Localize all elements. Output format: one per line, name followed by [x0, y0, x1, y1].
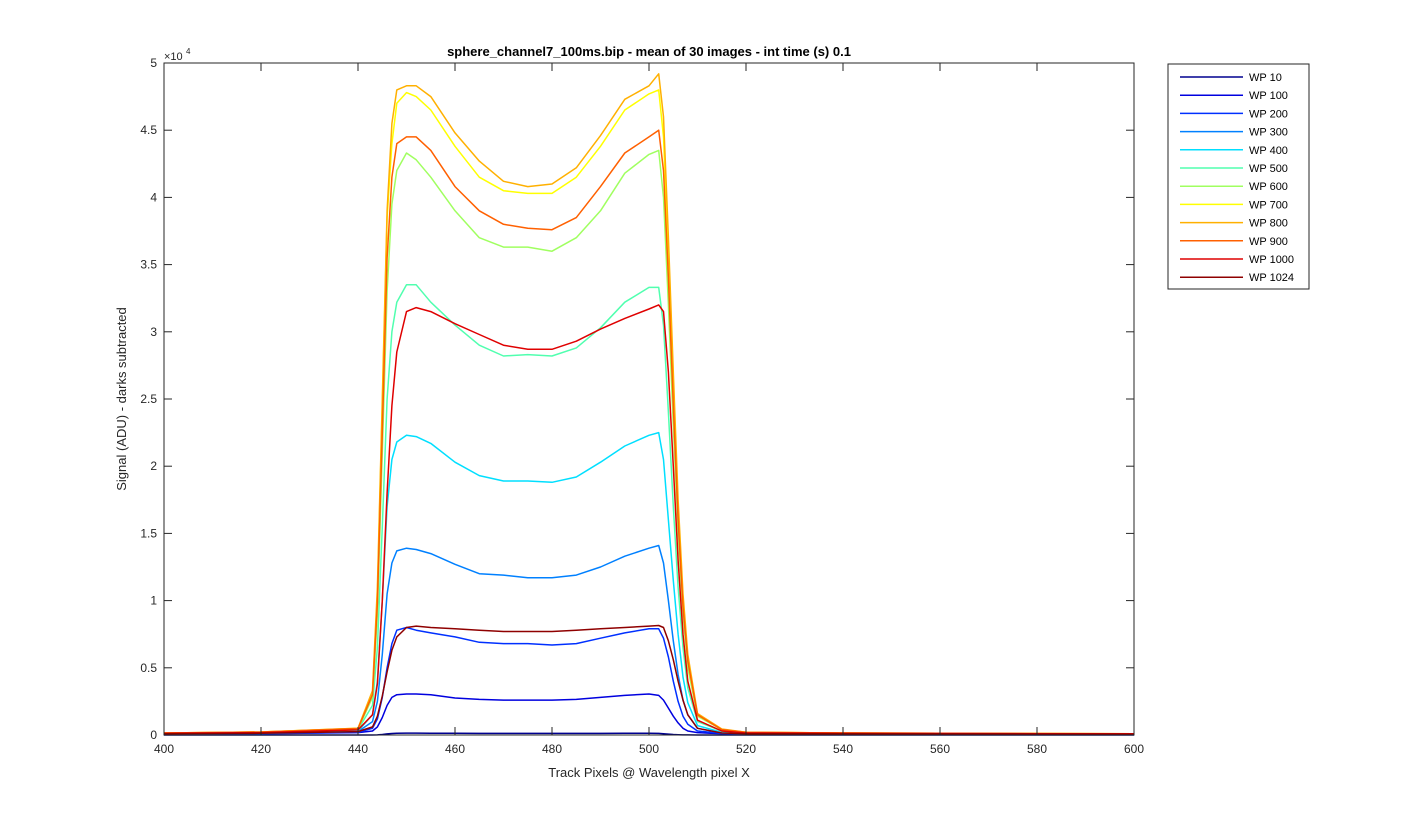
chart-title: sphere_channel7_100ms.bip - mean of 30 i… [447, 44, 851, 59]
series-line-wp-600 [163, 149, 1135, 735]
legend-label-wp-700: WP 700 [1249, 199, 1288, 211]
legend-label-wp-1000: WP 1000 [1249, 254, 1294, 266]
legend-label-wp-400: WP 400 [1249, 145, 1288, 157]
x-tick-label: 600 [1124, 742, 1144, 756]
legend-label-wp-800: WP 800 [1249, 218, 1288, 230]
y-exponent-base: ×10 [164, 51, 183, 63]
y-tick-label: 5 [150, 56, 157, 70]
x-tick-label: 580 [1027, 742, 1047, 756]
x-tick-label: 500 [639, 742, 659, 756]
x-tick-label: 480 [542, 742, 562, 756]
series-line-wp-100 [163, 693, 1135, 736]
y-tick-label: 3 [150, 325, 157, 339]
legend-label-wp-900: WP 900 [1249, 236, 1288, 248]
x-tick-label: 400 [154, 742, 174, 756]
series-line-wp-1000 [163, 304, 1135, 735]
series-line-wp-900 [163, 129, 1135, 735]
x-axis-label: Track Pixels @ Wavelength pixel X [548, 765, 750, 780]
y-tick-label: 1.5 [140, 526, 157, 540]
legend-label-wp-10: WP 10 [1249, 72, 1282, 84]
y-tick-label: 0 [150, 728, 157, 742]
x-tick-label: 520 [736, 742, 756, 756]
y-axis-label: Signal (ADU) - darks subtracted [114, 307, 129, 491]
legend-label-wp-300: WP 300 [1249, 127, 1288, 139]
legend-label-wp-100: WP 100 [1249, 90, 1288, 102]
series-line-wp-1024 [163, 624, 1135, 735]
y-tick-label: 1 [150, 594, 157, 608]
legend-label-wp-600: WP 600 [1249, 181, 1288, 193]
plot-frame [163, 62, 1135, 736]
x-tick-label: 540 [833, 742, 853, 756]
x-tick-label: 460 [445, 742, 465, 756]
y-tick-label: 0.5 [140, 661, 157, 675]
plot-area [164, 63, 1134, 735]
series-layer [163, 73, 1135, 736]
series-line-wp-500 [163, 284, 1135, 735]
y-tick-label: 2 [150, 459, 157, 473]
x-tick-label: 420 [251, 742, 271, 756]
y-exponent-power: 4 [186, 47, 191, 56]
x-tick-label: 560 [930, 742, 950, 756]
y-tick-label: 4.5 [140, 123, 157, 137]
legend-label-wp-1024: WP 1024 [1249, 272, 1294, 284]
legend-box [1167, 63, 1310, 290]
y-tick-label: 2.5 [140, 392, 157, 406]
legend: WP 10 WP 100 WP 200 WP 300 WP 400 WP 500 WP 60… [1167, 63, 1310, 290]
legend-label-wp-200: WP 200 [1249, 108, 1288, 120]
x-tick-label: 440 [348, 742, 368, 756]
tick-layer: 400 420 440 460 480 500 520 540 560 580 600 0 0.5 1 1.… [140, 56, 1144, 756]
y-tick-label: 4 [150, 190, 157, 204]
y-tick-label: 3.5 [140, 258, 157, 272]
series-line-wp-800 [163, 73, 1135, 735]
legend-items: WP 10 WP 100 WP 200 WP 300 WP 400 WP 500 WP 60… [1180, 72, 1294, 284]
legend-label-wp-500: WP 500 [1249, 163, 1288, 175]
